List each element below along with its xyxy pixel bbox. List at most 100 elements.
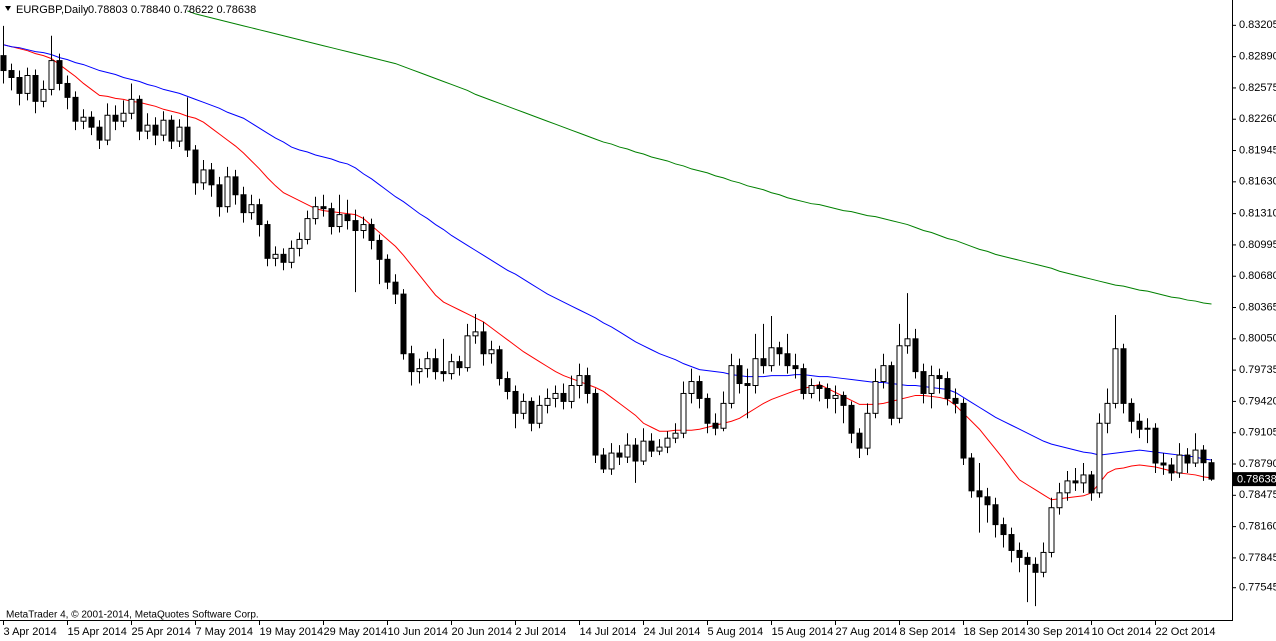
candle-body bbox=[1024, 556, 1031, 565]
candle-body bbox=[40, 88, 47, 102]
candle-body bbox=[360, 224, 367, 232]
candle-body bbox=[792, 365, 799, 370]
moving-average-line bbox=[3, 44, 1212, 461]
candle-body bbox=[952, 397, 959, 404]
candle-body bbox=[336, 214, 343, 228]
candle-body bbox=[888, 365, 895, 419]
x-tick-label: 25 Apr 2014 bbox=[132, 626, 191, 638]
candle-body bbox=[392, 281, 399, 295]
candle-body bbox=[1208, 462, 1215, 480]
candle-body bbox=[640, 440, 647, 462]
candle-body bbox=[168, 119, 175, 142]
candle-body bbox=[152, 124, 159, 136]
y-tick-label: 0.80995 bbox=[1239, 239, 1276, 251]
y-tick-label: 0.78790 bbox=[1239, 458, 1276, 470]
candle-body bbox=[984, 496, 991, 506]
candle-body bbox=[0, 55, 7, 72]
candle-body bbox=[256, 204, 263, 226]
candle-body bbox=[552, 392, 559, 399]
y-tick-label: 0.81945 bbox=[1239, 144, 1276, 156]
y-tick-label: 0.77545 bbox=[1239, 582, 1276, 594]
candle-body bbox=[656, 446, 663, 452]
candle-body bbox=[1008, 534, 1015, 551]
plot-area bbox=[0, 10, 1215, 607]
candle-body bbox=[1168, 464, 1175, 474]
candle-body bbox=[504, 378, 511, 392]
candle-body bbox=[432, 358, 439, 373]
candle-body bbox=[832, 394, 839, 399]
candle-body bbox=[816, 385, 823, 389]
y-tick-label: 0.81310 bbox=[1239, 208, 1276, 220]
candle-body bbox=[48, 60, 55, 90]
candle-body bbox=[208, 169, 215, 186]
candle-body bbox=[248, 204, 255, 214]
candle-body bbox=[896, 345, 903, 419]
candle-body bbox=[344, 214, 351, 222]
candle-body bbox=[200, 169, 207, 184]
candle-body bbox=[272, 253, 279, 259]
candle-body bbox=[96, 126, 103, 141]
candle-body bbox=[560, 392, 567, 402]
candle-body bbox=[328, 208, 335, 228]
candle-body bbox=[264, 224, 271, 259]
candle-body bbox=[440, 371, 447, 375]
x-tick-label: 7 May 2014 bbox=[196, 626, 253, 638]
x-tick-label: 10 Oct 2014 bbox=[1092, 626, 1152, 638]
candle-body bbox=[784, 353, 791, 367]
candle-body bbox=[712, 422, 719, 429]
candle-body bbox=[1056, 492, 1063, 509]
candle-body bbox=[1040, 551, 1047, 573]
x-tick-label: 18 Sep 2014 bbox=[964, 626, 1026, 638]
x-tick-label: 15 Apr 2014 bbox=[68, 626, 127, 638]
candle-body bbox=[1096, 422, 1103, 494]
candle-body bbox=[280, 253, 287, 263]
candle-body bbox=[1104, 402, 1111, 424]
candle-body bbox=[824, 387, 831, 399]
candle-body bbox=[1088, 474, 1095, 494]
candle-body bbox=[680, 392, 687, 434]
candle-body bbox=[288, 247, 295, 263]
y-tick-label: 0.79735 bbox=[1239, 364, 1276, 376]
candle-body bbox=[920, 371, 927, 394]
candle-body bbox=[856, 432, 863, 449]
candle-body bbox=[992, 504, 999, 526]
candle-body bbox=[760, 358, 767, 367]
menu-triangle[interactable] bbox=[5, 6, 11, 11]
candle-body bbox=[112, 114, 119, 122]
candle-body bbox=[32, 75, 39, 102]
y-tick-label: 0.77845 bbox=[1239, 552, 1276, 564]
candle-body bbox=[728, 365, 735, 404]
candle-body bbox=[1048, 507, 1055, 553]
candle-body bbox=[192, 149, 199, 184]
candle-body bbox=[216, 184, 223, 208]
x-tick-label: 5 Aug 2014 bbox=[708, 626, 764, 638]
candle-body bbox=[72, 96, 79, 122]
moving-average-line bbox=[187, 10, 1212, 305]
price-tag-label: 0.78638 bbox=[1237, 474, 1276, 486]
candle-body bbox=[864, 412, 871, 449]
candle-body bbox=[136, 98, 143, 132]
candle-body bbox=[1184, 454, 1191, 464]
x-tick-label: 20 Jun 2014 bbox=[452, 626, 513, 638]
candle-body bbox=[384, 258, 391, 283]
candle-body bbox=[464, 335, 471, 369]
candle-body bbox=[1016, 549, 1023, 558]
candle-body bbox=[800, 368, 807, 394]
candle-body bbox=[928, 375, 935, 394]
candle-body bbox=[976, 490, 983, 498]
candle-body bbox=[912, 338, 919, 373]
candle-body bbox=[840, 394, 847, 406]
candle-body bbox=[184, 126, 191, 151]
candle-body bbox=[848, 404, 855, 434]
candle-body bbox=[744, 383, 751, 387]
candle-body bbox=[1112, 348, 1119, 404]
candle-body bbox=[720, 402, 727, 429]
candle-body bbox=[616, 452, 623, 458]
ohlc-info: 0.78803 0.78840 0.78622 0.78638 bbox=[88, 4, 256, 16]
candle-body bbox=[304, 218, 311, 240]
candle-body bbox=[1128, 402, 1135, 422]
candle-body bbox=[1120, 348, 1127, 404]
x-tick-label: 22 Oct 2014 bbox=[1156, 626, 1216, 638]
y-tick-label: 0.80050 bbox=[1239, 333, 1276, 345]
